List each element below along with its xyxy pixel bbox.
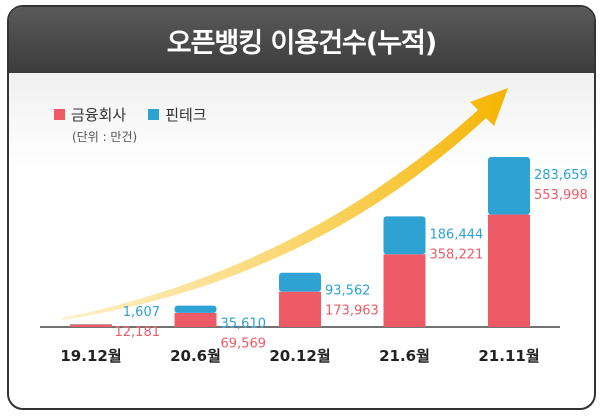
- value-label-financial: 69,569: [221, 337, 267, 352]
- bar-fintech: [279, 272, 321, 292]
- bar-financial: [70, 324, 112, 327]
- value-label-financial: 553,998: [534, 188, 588, 203]
- category-label: 21.11월: [478, 347, 539, 365]
- bar-financial: [174, 312, 217, 327]
- legend-label-financial: 금융회사: [71, 106, 127, 124]
- value-label-financial: 358,221: [430, 247, 484, 262]
- bar-fintech: [174, 305, 217, 313]
- bar-fintech: [488, 156, 530, 215]
- legend-label-fintech: 핀테크: [165, 106, 207, 124]
- legend: 금융회사 핀테크: [54, 104, 207, 125]
- category-label: 19.12월: [60, 347, 121, 365]
- category-label: 20.12월: [269, 347, 330, 365]
- bar-financial: [488, 214, 530, 327]
- value-label-fintech: 283,659: [534, 168, 588, 183]
- legend-swatch-financial: [54, 109, 65, 120]
- legend-swatch-fintech: [148, 109, 160, 120]
- bar-financial: [279, 291, 321, 327]
- unit-label: (단위 : 만건): [72, 130, 138, 144]
- value-label-fintech: 93,562: [325, 284, 371, 299]
- value-label-fintech: 186,444: [430, 227, 484, 242]
- value-label-financial: 12,181: [115, 325, 161, 340]
- chart-title: 오픈뱅킹 이용건수(누적): [9, 7, 594, 73]
- bar-financial: [383, 254, 426, 327]
- category-label: 20.6월: [170, 347, 221, 365]
- value-label-financial: 173,963: [325, 304, 379, 319]
- category-label: 21.6월: [379, 347, 430, 365]
- value-label-fintech: 35,610: [221, 317, 267, 332]
- bar-fintech: [383, 216, 426, 255]
- value-label-fintech: 1,607: [123, 305, 160, 320]
